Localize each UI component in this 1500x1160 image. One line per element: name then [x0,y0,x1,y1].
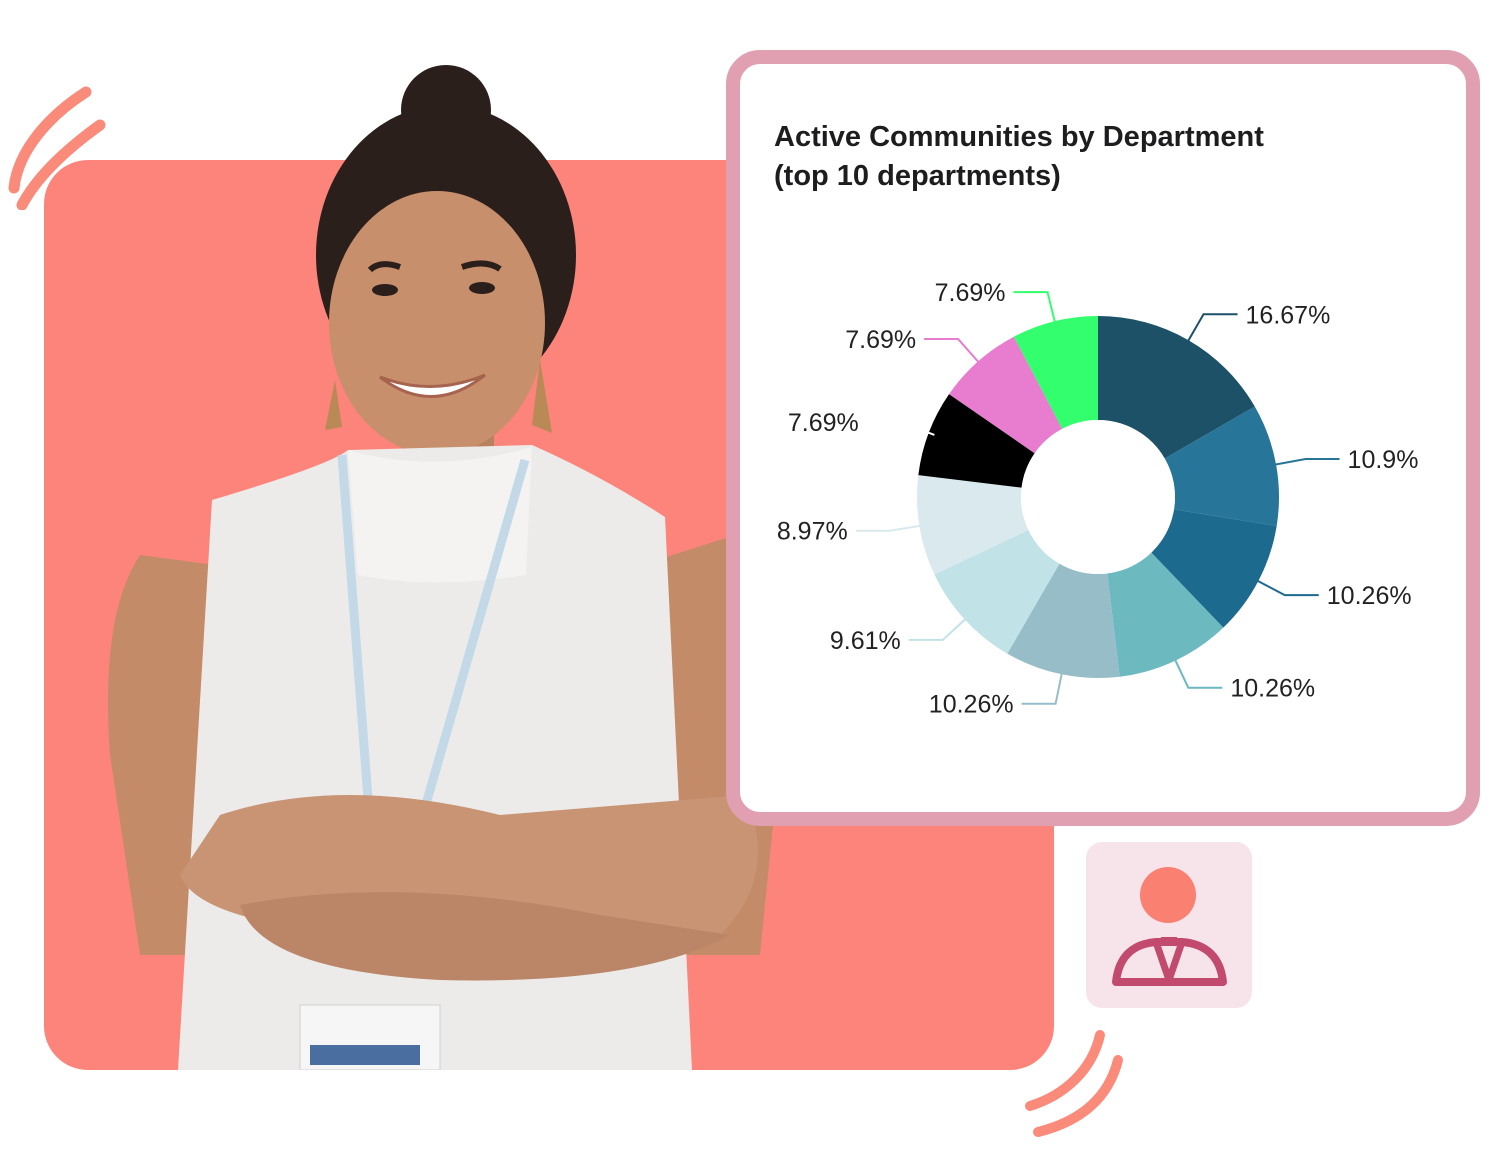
data-label: 10.9% [1348,446,1419,474]
donut-slice [1164,406,1279,527]
donut-slice [1107,552,1224,677]
leader-line [866,421,935,436]
data-label: 10.26% [1327,582,1412,610]
chart-card: Active Communities by Department (top 10… [726,50,1480,826]
decorative-strokes-top-left [8,86,106,210]
donut-slice [934,529,1060,654]
leader-line [1172,654,1223,689]
chart-title-line-1: Active Communities by Department [774,121,1264,153]
leader-line [1252,577,1319,597]
leader-line [1184,313,1238,346]
data-label: 10.26% [929,691,1014,719]
donut-slice [1007,563,1120,679]
leader-line [1021,668,1064,705]
chart-title-line-2: (top 10 departments) [774,160,1061,192]
leader-line [924,338,983,367]
data-label: 9.61% [830,627,901,655]
chart-title: Active Communities by Department (top 10… [774,118,1394,196]
person-photo [108,65,781,1070]
data-label: 7.69% [845,326,916,354]
donut-slice [1151,509,1277,628]
user-role-badge [1086,842,1252,1008]
leader-line [908,614,970,641]
businessperson-icon [1112,867,1227,986]
donut-slice [1098,316,1255,459]
leader-line [855,523,926,532]
decorative-strokes-bottom [1025,1030,1123,1137]
data-label: 16.67% [1246,301,1331,329]
leader-line [1013,291,1058,328]
donut-hole [1021,420,1175,574]
donut-slice [949,336,1063,454]
donut-chart: 16.67% 10.9% 10.26% 10.26% 10.26% 9.61% 8.97% 7… [777,279,1419,719]
data-label: 7.69% [935,279,1006,307]
data-label: 10.26% [1230,675,1315,703]
leader-line [1269,458,1340,467]
data-label: 8.97% [777,518,848,546]
donut-slice [918,394,1035,488]
donut-slice [917,475,1029,575]
data-label: 7.69% [788,409,859,437]
donut-slice [1013,316,1098,429]
